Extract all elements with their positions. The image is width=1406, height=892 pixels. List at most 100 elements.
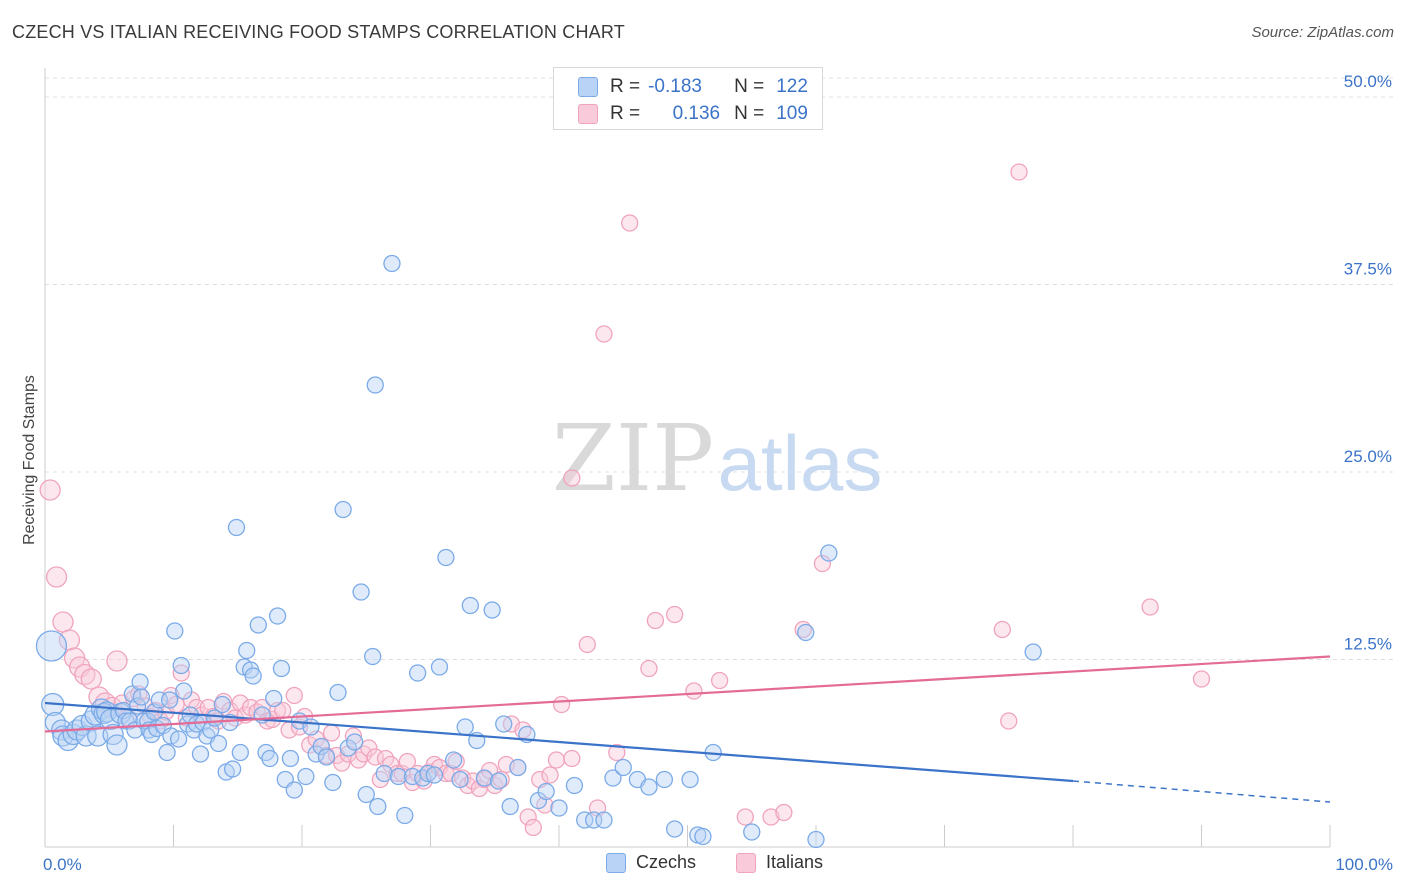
legend-row-czechs: R = -0.183 N = 122 xyxy=(578,75,808,99)
czech-point xyxy=(324,773,342,792)
czech-point xyxy=(369,797,387,816)
italian-point xyxy=(45,566,68,588)
czech-point xyxy=(175,682,193,700)
czech-point xyxy=(565,776,584,795)
czech-point xyxy=(576,811,594,829)
axes xyxy=(44,68,1331,848)
czech-point xyxy=(475,769,494,787)
italian-point xyxy=(1000,712,1018,730)
czech-point xyxy=(329,683,347,702)
czech-point xyxy=(334,500,352,519)
czech-point xyxy=(614,758,632,777)
y-tick-label: 12.5% xyxy=(1344,635,1392,654)
czech-point xyxy=(166,622,184,640)
czech-point xyxy=(272,659,291,678)
n-label: N = xyxy=(734,103,765,124)
czech-point xyxy=(131,673,149,691)
r-value-italians: 0.136 xyxy=(672,103,721,124)
italian-point xyxy=(1192,670,1211,688)
czech-point xyxy=(132,688,151,706)
italian-point xyxy=(794,620,812,639)
czech-point xyxy=(461,596,479,615)
italian-point xyxy=(333,754,351,772)
czech-point xyxy=(117,712,135,730)
czech-point xyxy=(451,770,469,789)
czech-point xyxy=(537,782,555,801)
czech-point xyxy=(160,691,179,709)
italian-point xyxy=(621,214,639,232)
czech-point xyxy=(265,689,283,708)
czech-point xyxy=(807,830,825,849)
italians-swatch xyxy=(578,104,598,124)
n-value-czechs: 122 xyxy=(776,76,808,97)
czech-point xyxy=(302,718,320,736)
czech-point xyxy=(121,712,139,730)
italian-point xyxy=(685,682,703,700)
czech-point xyxy=(221,713,239,732)
czech-point xyxy=(213,695,231,714)
czech-point xyxy=(509,758,527,777)
italian-point xyxy=(813,554,832,573)
czech-point xyxy=(209,734,228,753)
czech-point xyxy=(694,827,712,846)
czech-point xyxy=(364,647,382,666)
czech-point xyxy=(483,601,501,619)
czech-point xyxy=(437,548,455,567)
czech-point xyxy=(227,518,246,537)
czech-point xyxy=(172,656,190,675)
czech-point xyxy=(285,781,303,799)
italian-point xyxy=(666,605,684,624)
czech-point xyxy=(430,658,449,676)
czech-point xyxy=(346,733,364,751)
r-label: R = xyxy=(610,76,641,97)
czech-point xyxy=(375,764,393,783)
italian-point xyxy=(106,650,128,672)
czech-trend-extension xyxy=(1072,780,1331,803)
y-tick-label: 37.5% xyxy=(1344,260,1392,279)
x-tick-label-max: 100.0% xyxy=(1335,855,1393,874)
czech-point xyxy=(495,715,513,733)
czech-point xyxy=(317,748,336,766)
czech-point xyxy=(743,823,761,841)
y-tick-label: 50.0% xyxy=(1344,72,1392,91)
italian-trend-line xyxy=(44,655,1331,733)
czech-point xyxy=(389,767,408,786)
czech-point xyxy=(797,623,815,642)
czech-point xyxy=(408,664,427,682)
czech-point xyxy=(238,641,256,660)
legend-label-czechs: Czechs xyxy=(636,852,697,872)
italian-point xyxy=(736,808,754,826)
czech-point xyxy=(383,254,401,273)
italian-point xyxy=(547,751,566,769)
czech-point xyxy=(681,770,699,789)
grid-lines xyxy=(45,77,1394,660)
italian-point xyxy=(541,766,559,784)
italian-point xyxy=(710,671,729,690)
correlation-legend: R = -0.183 N = 122 R = 0.136 N = 109 xyxy=(553,67,823,130)
italian-point xyxy=(398,752,417,771)
czech-point xyxy=(297,767,315,786)
czech-point xyxy=(268,607,287,625)
czech-point xyxy=(223,760,242,778)
series-legend: Czechs Italians xyxy=(0,852,1406,878)
czech-point xyxy=(396,806,414,825)
italian-point xyxy=(52,611,74,633)
czech-point xyxy=(339,739,357,757)
italian-point xyxy=(608,743,626,762)
legend-row-italians: R = 0.136 N = 109 xyxy=(578,102,808,126)
czech-point xyxy=(281,749,300,768)
italian-point xyxy=(1141,598,1159,616)
italian-point xyxy=(519,808,537,826)
italian-point xyxy=(578,635,596,654)
czech-point xyxy=(604,769,622,787)
italian-point xyxy=(382,755,400,774)
r-value-czechs: -0.183 xyxy=(648,76,702,97)
czech-point xyxy=(444,751,463,769)
tick-labels: 12.5% 25.0% 37.5% 50.0% 0.0% 100.0% xyxy=(43,72,1393,874)
legend-label-italians: Italians xyxy=(766,852,824,872)
n-value-italians: 109 xyxy=(776,103,808,124)
n-label: N = xyxy=(734,76,765,97)
italian-point xyxy=(524,818,542,837)
trend-lines xyxy=(44,655,1331,803)
legend-item-czechs: Czechs xyxy=(606,852,696,873)
